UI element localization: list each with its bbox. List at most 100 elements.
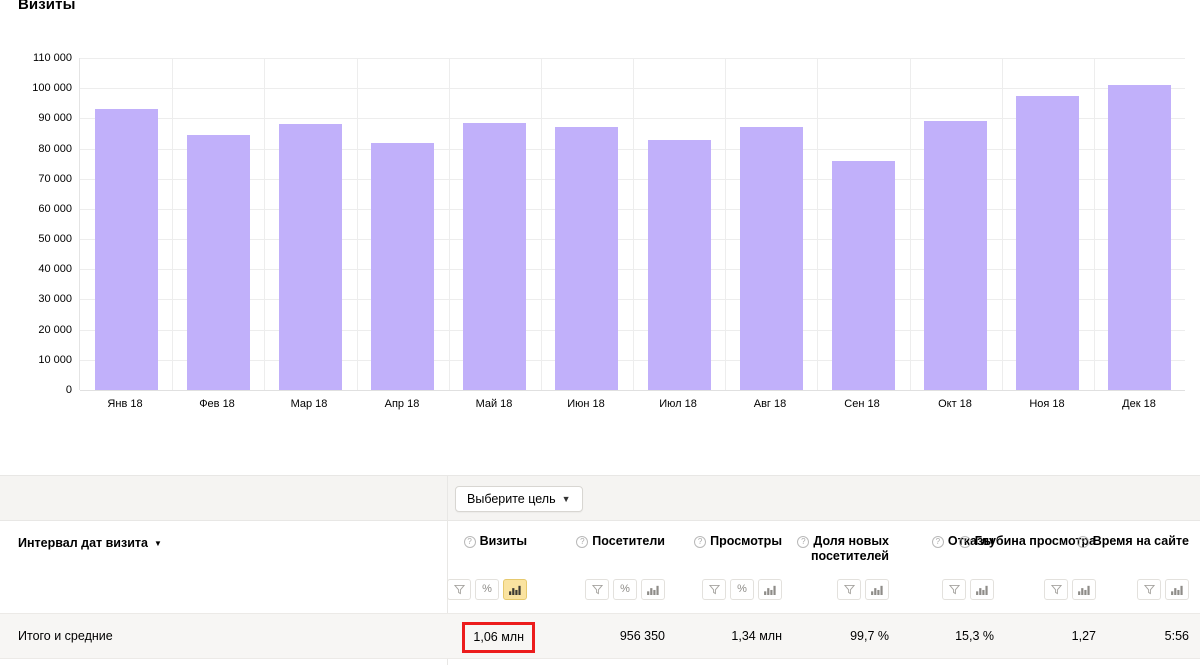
visits-bar-chart: 0 10 000 20 000 30 000 40 000 50 000 60 000 70 … — [0, 50, 1200, 415]
metric-icon-row: % — [447, 579, 527, 600]
bar-chart-icon[interactable] — [641, 579, 665, 600]
filter-icon[interactable] — [447, 579, 471, 600]
help-icon[interactable]: ? — [463, 536, 476, 548]
x-axis-tick-label: Авг 18 — [753, 398, 787, 410]
chart-bar[interactable] — [95, 109, 158, 390]
x-axis-tick-label: Июл 18 — [659, 398, 697, 410]
metric-name: Доля новых посетителей — [810, 534, 889, 563]
chart-title: Визиты — [18, 0, 76, 13]
gridline — [80, 359, 1185, 361]
x-axis-tick-label: Май 18 — [475, 398, 513, 410]
help-icon[interactable]: ? — [797, 536, 810, 548]
metric-header-label[interactable]: ? Визиты — [377, 534, 527, 549]
metric-header-label[interactable]: ? Посетители — [515, 534, 665, 549]
gridline — [80, 118, 1185, 120]
metric-value: 956 350 — [619, 629, 665, 643]
bar-chart-icon[interactable] — [758, 579, 782, 600]
y-axis-labels: 0 10 000 20 000 30 000 40 000 50 000 60 000 70 … — [0, 52, 72, 396]
gridline — [80, 299, 1185, 301]
chart-bar[interactable] — [648, 139, 711, 390]
help-icon[interactable]: ? — [958, 536, 971, 548]
vertical-gridline — [817, 58, 818, 390]
total-row-label: Итого и средние — [18, 629, 113, 643]
chart-bar[interactable] — [832, 160, 895, 390]
filter-icon[interactable] — [942, 579, 966, 600]
select-goal-button[interactable]: Выберите цель ▼ — [455, 486, 583, 512]
filter-icon[interactable] — [585, 579, 609, 600]
table-vertical-divider — [447, 476, 448, 665]
vertical-gridline — [449, 58, 450, 390]
metric-value-highlighted: 1,06 млн — [462, 622, 535, 653]
metric-name: Визиты — [479, 534, 527, 548]
help-icon[interactable]: ? — [1076, 536, 1089, 548]
table-toolbar-strip — [0, 476, 1200, 521]
vertical-gridline — [172, 58, 173, 390]
chevron-down-icon: ▼ — [561, 493, 571, 504]
metric-name: Время на сайте — [1092, 534, 1189, 548]
y-axis-tick-label: 90 000 — [38, 112, 72, 125]
percent-icon[interactable]: % — [475, 579, 499, 600]
chart-plot-area — [79, 58, 1185, 391]
chart-bar[interactable] — [555, 127, 618, 390]
help-icon[interactable]: ? — [694, 536, 707, 548]
vertical-gridline — [725, 58, 726, 390]
y-axis-tick-label: 80 000 — [38, 142, 72, 155]
metric-name: Просмотры — [710, 534, 782, 548]
gridline — [80, 329, 1185, 331]
metric-value: 1,27 — [1071, 629, 1096, 643]
x-axis-tick-label: Мар 18 — [290, 398, 328, 410]
x-axis-tick-label: Фев 18 — [199, 398, 235, 410]
chart-bar[interactable] — [1016, 95, 1079, 390]
filter-icon[interactable] — [702, 579, 726, 600]
vertical-gridline — [633, 58, 634, 390]
metric-header-label[interactable]: ? Время на сайте — [1039, 534, 1189, 549]
chart-bar[interactable] — [371, 142, 434, 390]
gridline — [80, 208, 1185, 210]
vertical-gridline — [357, 58, 358, 390]
caret-down-icon: ▼ — [153, 538, 162, 548]
metrics-table: Выберите цель ▼ Интервал дат визита ▼ ? В… — [0, 475, 1200, 665]
y-axis-tick-label: 0 — [65, 384, 72, 396]
bar-chart-icon[interactable] — [1165, 579, 1189, 600]
gridline — [80, 88, 1185, 90]
metric-header-label[interactable]: ? Доля новых посетителей — [779, 534, 889, 564]
filter-icon[interactable] — [1137, 579, 1161, 600]
percent-icon[interactable]: % — [613, 579, 637, 600]
percent-icon[interactable]: % — [730, 579, 754, 600]
metric-value: 1,34 млн — [731, 629, 782, 643]
x-axis-tick-label: Окт 18 — [938, 398, 972, 410]
bar-chart-icon[interactable] — [865, 579, 889, 600]
bar-chart-icon[interactable] — [503, 579, 527, 600]
table-row: Итого и средние 1,06 млн 956 350 1,34 млн 9… — [0, 613, 1200, 659]
vertical-gridline — [541, 58, 542, 390]
select-goal-label: Выберите цель — [467, 492, 556, 506]
metric-icon-row — [1044, 579, 1096, 600]
chart-bar[interactable] — [924, 121, 987, 390]
chart-bar[interactable] — [1108, 85, 1171, 390]
x-axis-tick-label: Сен 18 — [844, 398, 880, 410]
chart-bar[interactable] — [740, 127, 803, 390]
metric-value: 99,7 % — [850, 629, 889, 643]
y-axis-tick-label: 60 000 — [38, 202, 72, 215]
bar-chart-icon[interactable] — [970, 579, 994, 600]
filter-icon[interactable] — [1044, 579, 1068, 600]
gridline — [80, 178, 1185, 180]
x-axis-tick-label: Ноя 18 — [1029, 398, 1065, 410]
help-icon[interactable]: ? — [931, 536, 944, 548]
chart-bar[interactable] — [279, 124, 342, 390]
metric-header-label[interactable]: ? Глубина просмотра — [946, 534, 1096, 549]
chart-bar[interactable] — [463, 122, 526, 390]
dimension-header-label: Интервал дат визита — [18, 536, 148, 550]
filter-icon[interactable] — [837, 579, 861, 600]
vertical-gridline — [1094, 58, 1095, 390]
dimension-header-date-interval[interactable]: Интервал дат визита ▼ — [18, 536, 162, 550]
help-icon[interactable]: ? — [576, 536, 589, 548]
bar-chart-icon[interactable] — [1072, 579, 1096, 600]
metric-icon-row: % — [702, 579, 782, 600]
metric-icon-row — [837, 579, 889, 600]
chart-bars — [80, 58, 1185, 390]
chart-bar[interactable] — [187, 134, 250, 390]
x-axis-tick-label: Апр 18 — [384, 398, 420, 410]
metric-header-label[interactable]: ? Просмотры — [632, 534, 782, 549]
